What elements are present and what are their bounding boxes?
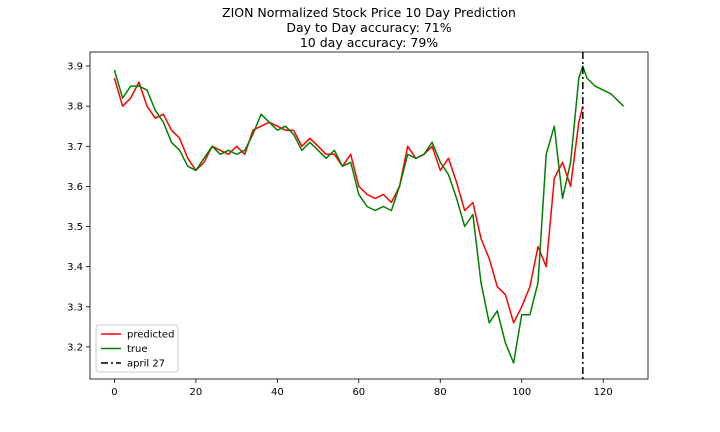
series-line-predicted (113, 77, 584, 324)
y-tick-label: 3.5 (67, 222, 83, 233)
y-tick-label: 3.7 (67, 142, 83, 153)
y-tick-label: 3.6 (67, 182, 83, 193)
legend-box (95, 324, 179, 373)
x-tick-label: 20 (190, 387, 203, 398)
legend-label: true (127, 344, 148, 355)
y-tick-label: 3.2 (67, 342, 83, 353)
y-tick-label: 3.8 (67, 102, 83, 113)
axes: 0 20 40 60 80 100 120 3.2 3.3 3.4 3.5 3.6 3.7 3.8 3.9 (67, 51, 649, 398)
legend: predicted true april 27 (95, 324, 179, 373)
y-tick-label: 3.9 (67, 62, 83, 73)
legend-label: april 27 (127, 359, 165, 370)
chart-title: ZION Normalized Stock Price 10 Day Predi… (222, 5, 516, 20)
plot-lines (113, 52, 625, 379)
x-tick-label: 60 (352, 387, 365, 398)
x-tick-label: 100 (512, 387, 531, 398)
legend-label: predicted (127, 330, 174, 341)
y-tick-label: 3.4 (67, 262, 83, 273)
x-tick-label: 0 (111, 387, 117, 398)
chart-subtitle-1: Day to Day accuracy: 71% (286, 20, 451, 35)
chart-titles: ZION Normalized Stock Price 10 Day Predi… (222, 5, 516, 50)
chart-subtitle-2: 10 day accuracy: 79% (300, 35, 438, 50)
x-tick-label: 120 (594, 387, 613, 398)
y-tick-label: 3.3 (67, 302, 83, 313)
x-tick-label: 40 (271, 387, 284, 398)
plot-frame (89, 51, 649, 380)
series-line-true (113, 65, 625, 364)
x-tick-label: 80 (434, 387, 447, 398)
